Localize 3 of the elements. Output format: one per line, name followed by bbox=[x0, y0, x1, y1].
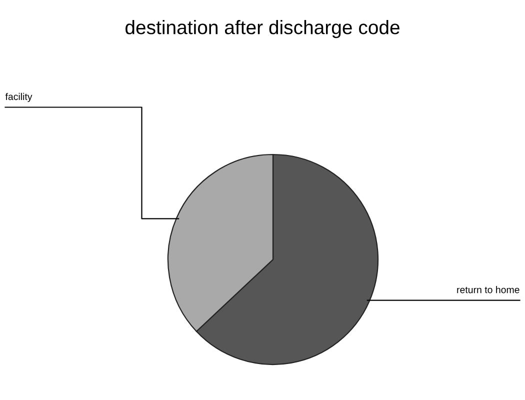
chart-title: destination after discharge code bbox=[126, 20, 400, 38]
slice-label: facility bbox=[5, 92, 32, 102]
slice-label: return to home bbox=[457, 286, 520, 294]
